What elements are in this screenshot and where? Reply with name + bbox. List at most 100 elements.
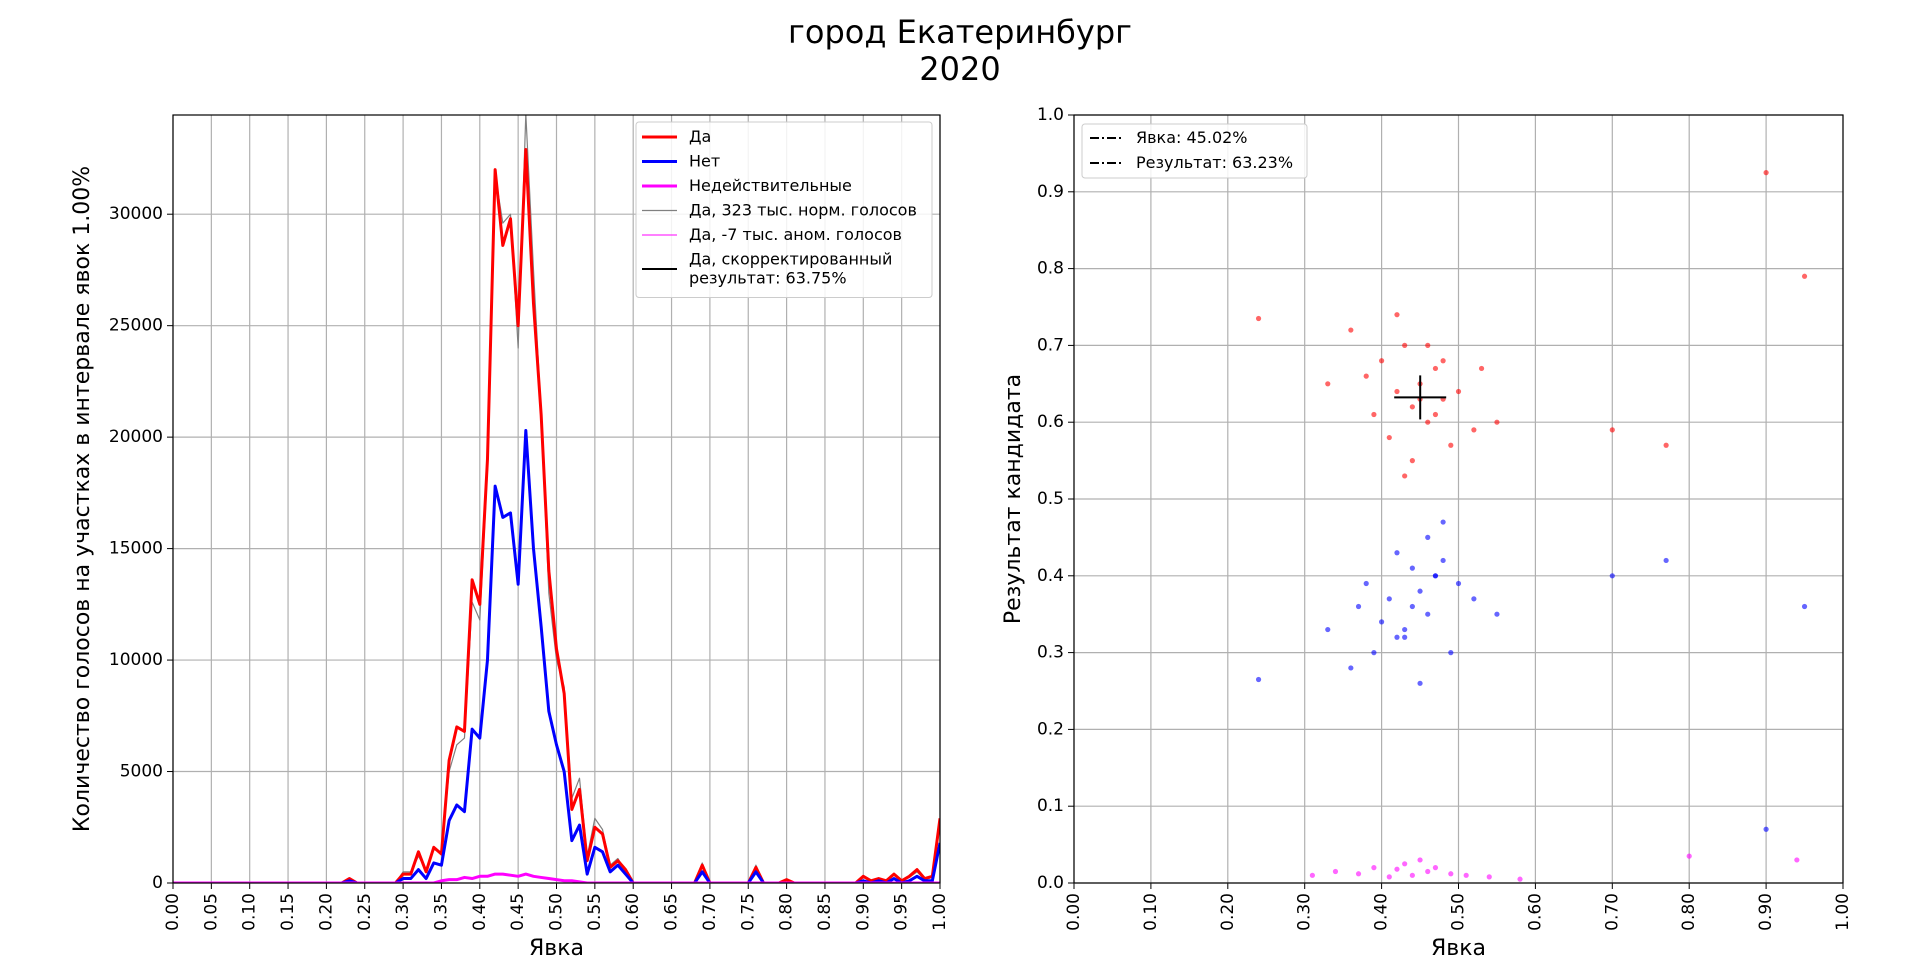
legend: Да Нет Недействительные Да, 323 тыс. норм. … bbox=[635, 121, 933, 298]
legend-box bbox=[1081, 123, 1308, 179]
figure-subtitle: 2020 bbox=[919, 50, 1000, 88]
scatter-point bbox=[1363, 373, 1369, 379]
scatter-point bbox=[1763, 826, 1769, 832]
x-tick-label: 0.20 bbox=[1218, 893, 1238, 931]
x-tick-label: 0.55 bbox=[585, 893, 605, 931]
x-tick-label: 0.50 bbox=[547, 893, 567, 931]
scatter-point bbox=[1663, 442, 1669, 448]
scatter-point bbox=[1448, 871, 1454, 877]
x-tick-label: 0.90 bbox=[1756, 893, 1776, 931]
x-tick-label: 0.50 bbox=[1449, 893, 1469, 931]
scatter-point bbox=[1478, 365, 1485, 372]
scatter-point bbox=[1417, 680, 1423, 686]
scatter-point bbox=[1394, 312, 1400, 318]
x-tick-label: 0.45 bbox=[508, 893, 528, 931]
x-tick-label: 0.80 bbox=[777, 893, 797, 931]
scatter-point bbox=[1455, 580, 1462, 587]
x-tick-label: 1.00 bbox=[1833, 893, 1853, 931]
scatter-point bbox=[1409, 458, 1415, 464]
x-tick-label: 0.70 bbox=[700, 893, 720, 931]
scatter-point bbox=[1363, 580, 1369, 587]
scatter-point bbox=[1386, 434, 1392, 441]
scatter-point bbox=[1794, 857, 1800, 863]
scatter-point bbox=[1417, 857, 1423, 863]
scatter-point bbox=[1371, 411, 1377, 418]
x-tick-label: 1.00 bbox=[930, 893, 950, 931]
scatter-point bbox=[1432, 365, 1439, 372]
scatter-point bbox=[1371, 650, 1377, 656]
y-tick-label: 0.0 bbox=[1037, 873, 1064, 893]
x-tick-label: 0.40 bbox=[470, 893, 490, 931]
y-tick-label: 5000 bbox=[120, 762, 163, 782]
legend-label: Да, 323 тыс. норм. голосов bbox=[689, 200, 917, 219]
series-line bbox=[173, 115, 940, 883]
scatter-point bbox=[1255, 676, 1262, 683]
y-tick-label: 30000 bbox=[109, 204, 163, 224]
x-tick-label: 0.60 bbox=[1525, 893, 1545, 931]
x-tick-label: 0.60 bbox=[623, 893, 643, 931]
x-axis-label: Явка bbox=[529, 936, 584, 960]
scatter-point bbox=[1402, 861, 1408, 867]
scatter-point bbox=[1409, 603, 1415, 610]
scatter-point bbox=[1394, 634, 1400, 640]
scatter-point bbox=[1425, 868, 1431, 875]
x-tick-label: 0.10 bbox=[240, 893, 260, 931]
series-line bbox=[173, 872, 940, 883]
axes-frame bbox=[1073, 114, 1844, 884]
x-tick-label: 0.00 bbox=[1064, 893, 1084, 931]
scatter-point bbox=[1517, 876, 1523, 882]
y-tick-label: 0.3 bbox=[1037, 643, 1064, 663]
legend-label: Да, -7 тыс. аном. голосов bbox=[689, 225, 902, 244]
y-tick-label: 0.5 bbox=[1037, 489, 1064, 509]
y-tick-label: 0.8 bbox=[1037, 259, 1064, 279]
scatter-point bbox=[1325, 626, 1331, 633]
y-tick-label: 1.0 bbox=[1037, 105, 1064, 125]
figure-title: город Екатеринбург bbox=[788, 13, 1132, 51]
y-tick-label: 0.4 bbox=[1037, 566, 1064, 586]
scatter-point bbox=[1448, 442, 1454, 448]
scatter-point bbox=[1417, 588, 1423, 594]
scatter-point bbox=[1379, 619, 1385, 625]
y-axis-label: Количество голосов на участках в интерва… bbox=[70, 166, 95, 832]
series-line bbox=[173, 428, 940, 883]
y-tick-label: 0.2 bbox=[1037, 719, 1064, 739]
legend-label: Недействительные bbox=[689, 176, 852, 195]
scatter-point bbox=[1255, 315, 1262, 322]
scatter-point bbox=[1494, 419, 1500, 425]
x-tick-label: 0.65 bbox=[662, 893, 682, 931]
x-tick-label: 0.40 bbox=[1372, 893, 1392, 931]
scatter-point bbox=[1332, 868, 1339, 875]
scatter-point bbox=[1463, 872, 1469, 878]
scatter-point bbox=[1402, 626, 1408, 633]
scatter-point bbox=[1609, 427, 1615, 433]
plot-area bbox=[173, 115, 940, 883]
scatter-point bbox=[1386, 596, 1392, 602]
legend-label: Нет bbox=[689, 151, 720, 170]
scatter-point bbox=[1686, 853, 1692, 859]
y-tick-label: 0.6 bbox=[1037, 412, 1064, 432]
scatter-point bbox=[1440, 358, 1446, 364]
x-tick-label: 0.05 bbox=[201, 893, 221, 931]
x-tick-label: 0.30 bbox=[1295, 893, 1315, 931]
scatter-point bbox=[1609, 573, 1615, 579]
scatter-point bbox=[1448, 650, 1454, 656]
scatter-point bbox=[1432, 865, 1439, 871]
scatter-point bbox=[1325, 381, 1331, 387]
y-tick-label: 20000 bbox=[109, 427, 163, 447]
scatter-point bbox=[1432, 573, 1439, 579]
scatter-point bbox=[1440, 557, 1446, 564]
y-tick-label: 0.9 bbox=[1037, 182, 1064, 202]
y-tick-label: 0.1 bbox=[1037, 796, 1064, 816]
legend-label: Результат: 63.23% bbox=[1136, 153, 1293, 172]
scatter-point bbox=[1432, 411, 1439, 418]
scatter-point bbox=[1425, 342, 1431, 348]
x-tick-label: 0.00 bbox=[163, 893, 183, 931]
x-axis-label: Явка bbox=[1431, 936, 1486, 960]
x-tick-label: 0.70 bbox=[1602, 893, 1622, 931]
y-tick-label: 0.7 bbox=[1037, 335, 1064, 355]
scatter-point bbox=[1425, 611, 1431, 617]
scatter-point bbox=[1440, 519, 1446, 525]
axes-frame bbox=[172, 114, 941, 884]
scatter-point bbox=[1394, 388, 1400, 395]
